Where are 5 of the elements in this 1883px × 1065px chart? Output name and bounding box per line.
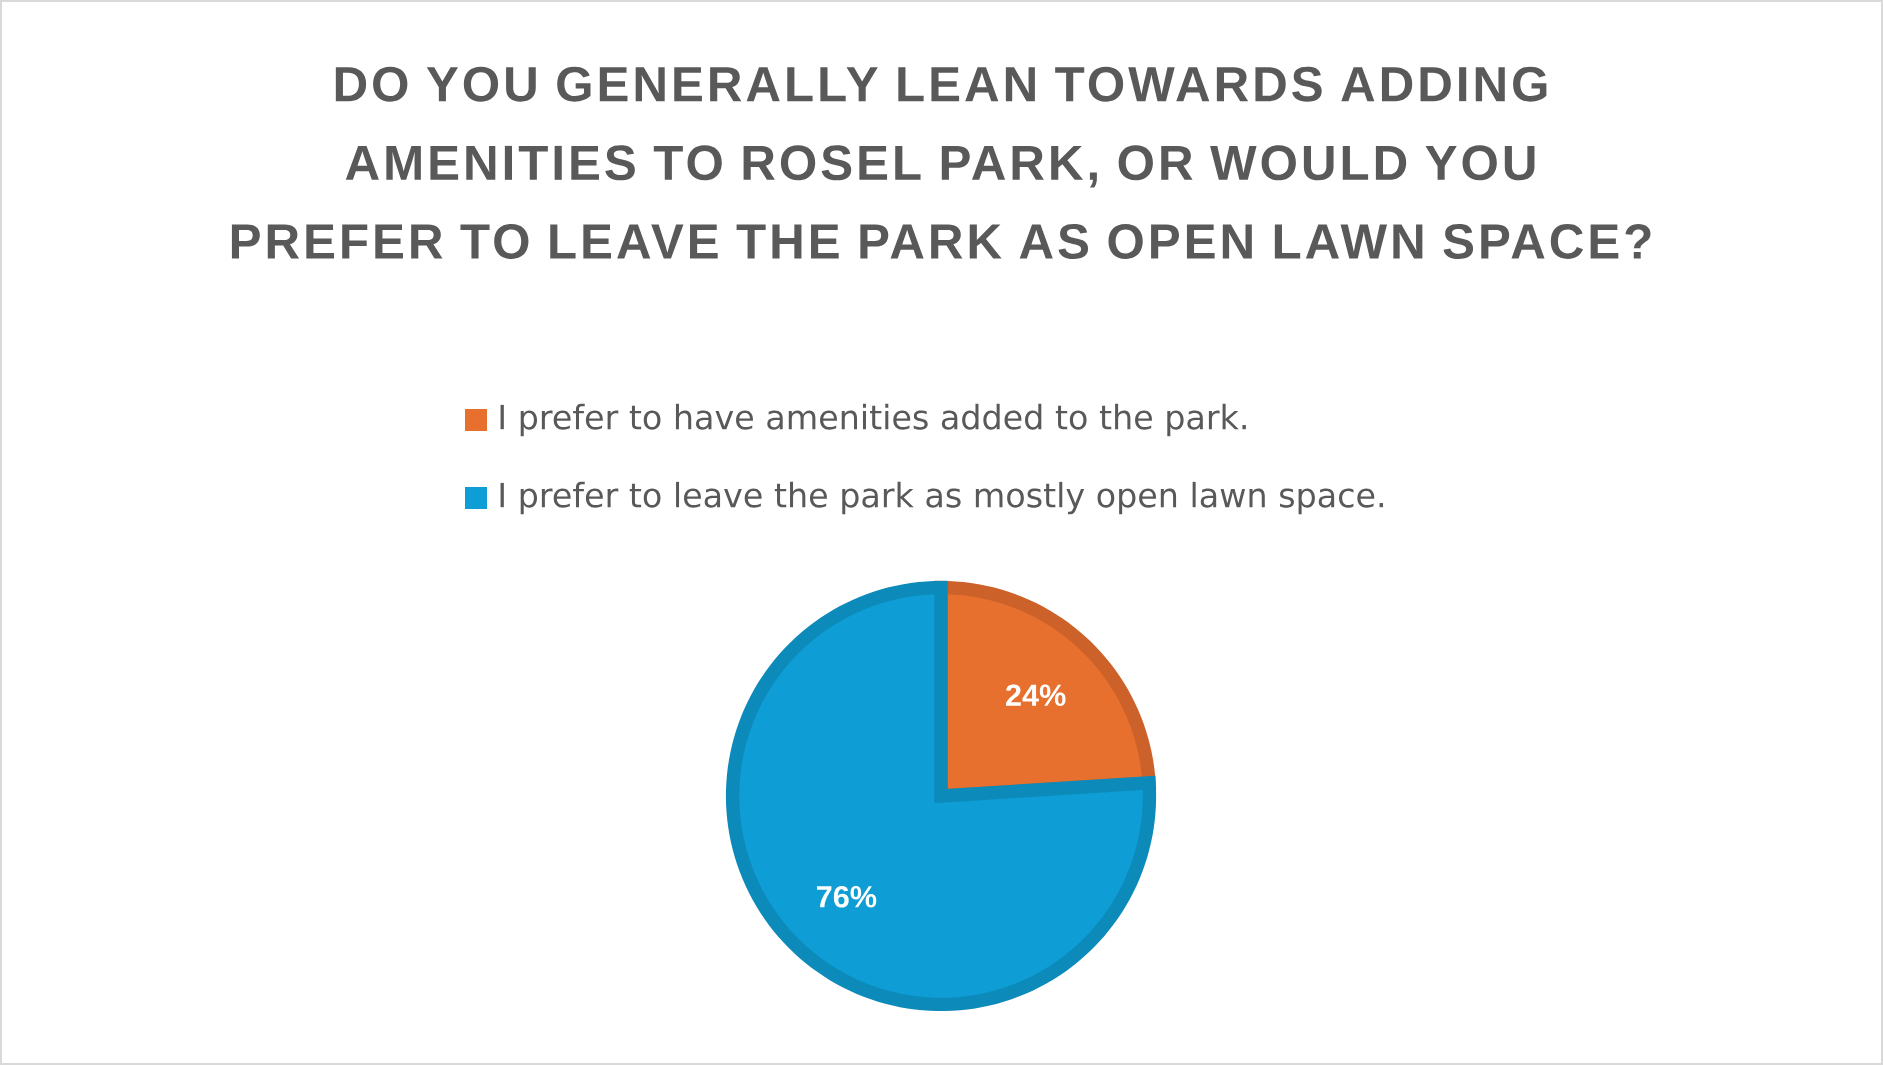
chart-title: DO YOU GENERALLY LEAN TOWARDS ADDING AMENITIES TO ROSEL PARK, OR WOULD YOU PREFER TO LEAVE THE PARK AS OPEN LAWN SPACE? bbox=[231, 66, 1651, 259]
data-label: 76% bbox=[817, 885, 877, 908]
data-label: 24% bbox=[1006, 684, 1066, 707]
legend-label: I prefer to have amenities added to the park. bbox=[500, 403, 1246, 437]
legend-label: I prefer to leave the park as mostly open lawn space. bbox=[500, 481, 1384, 515]
